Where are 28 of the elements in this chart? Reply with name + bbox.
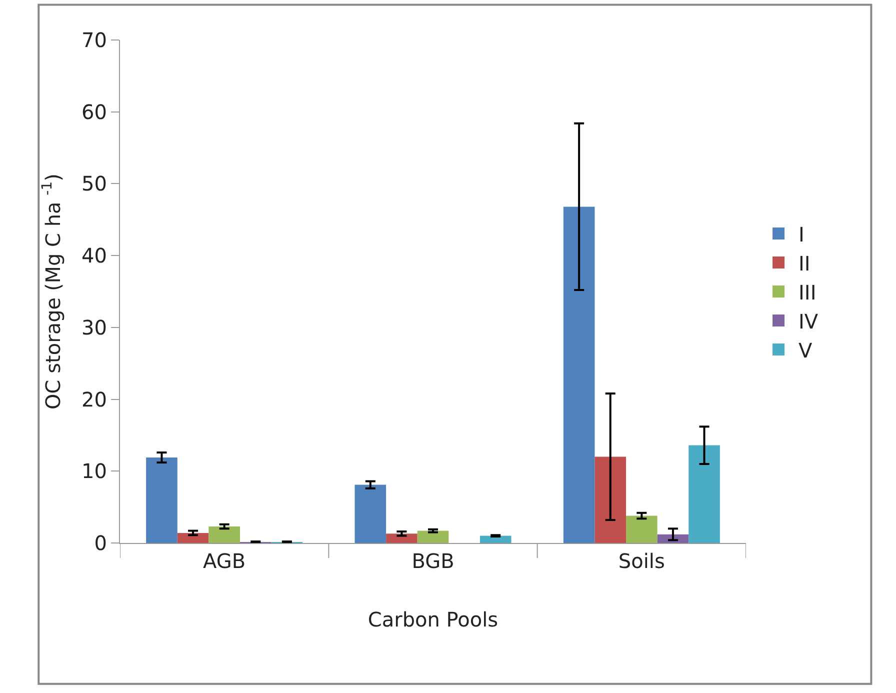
bar — [563, 206, 595, 543]
bar — [208, 526, 240, 543]
x-tick-label: AGB — [203, 549, 246, 573]
y-tick-label: 10 — [82, 459, 107, 484]
bar — [146, 457, 178, 543]
bar — [177, 532, 209, 543]
legend-label: II — [798, 251, 810, 276]
legend-label: I — [798, 222, 804, 246]
bar — [386, 534, 418, 543]
bar — [417, 530, 449, 543]
bar — [354, 484, 386, 543]
bar — [626, 516, 658, 543]
y-tick-label: 60 — [82, 100, 107, 124]
y-tick-label: 30 — [82, 315, 107, 340]
legend-label: V — [798, 338, 813, 362]
x-tick-label: BGB — [412, 549, 454, 573]
y-tick-label: 20 — [82, 387, 107, 412]
y-tick-label: 0 — [94, 531, 107, 555]
legend-label: III — [798, 280, 816, 304]
y-tick-label: 40 — [82, 244, 107, 268]
legend-label: IV — [798, 309, 818, 334]
bar — [688, 445, 720, 543]
y-tick-label: 50 — [82, 172, 107, 196]
x-axis-title: Carbon Pools — [368, 608, 498, 632]
bar — [480, 536, 512, 543]
y-tick-label: 70 — [82, 28, 107, 52]
bar — [594, 456, 626, 543]
x-tick-label: Soils — [618, 549, 665, 573]
